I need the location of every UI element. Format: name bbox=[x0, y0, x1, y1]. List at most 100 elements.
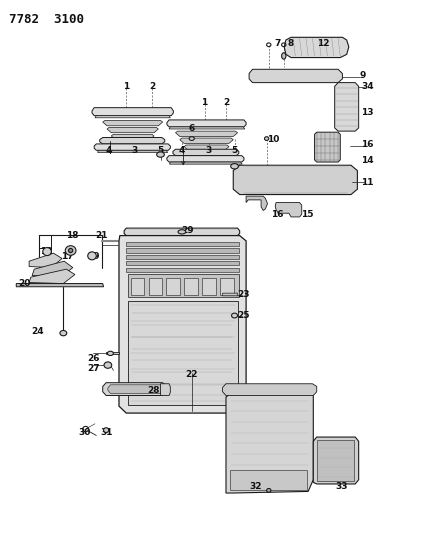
Polygon shape bbox=[103, 383, 167, 395]
Polygon shape bbox=[313, 437, 359, 484]
Text: 25: 25 bbox=[237, 311, 250, 320]
Polygon shape bbox=[249, 69, 342, 83]
Polygon shape bbox=[98, 150, 168, 152]
Ellipse shape bbox=[65, 246, 76, 255]
Text: 33: 33 bbox=[335, 482, 348, 490]
Text: 32: 32 bbox=[250, 482, 262, 490]
Polygon shape bbox=[128, 301, 238, 405]
Text: 2: 2 bbox=[149, 82, 155, 91]
Text: 24: 24 bbox=[31, 327, 44, 336]
Text: 8: 8 bbox=[287, 39, 293, 48]
Polygon shape bbox=[128, 274, 239, 297]
Text: 15: 15 bbox=[301, 210, 314, 219]
Text: 22: 22 bbox=[185, 370, 198, 378]
Polygon shape bbox=[108, 385, 163, 393]
Polygon shape bbox=[315, 132, 340, 162]
Text: 29: 29 bbox=[181, 226, 194, 235]
Ellipse shape bbox=[60, 330, 67, 336]
Ellipse shape bbox=[104, 427, 109, 433]
Text: 1: 1 bbox=[202, 98, 208, 107]
Polygon shape bbox=[126, 242, 239, 246]
Polygon shape bbox=[233, 165, 357, 195]
Polygon shape bbox=[92, 108, 173, 116]
Text: 13: 13 bbox=[361, 109, 374, 117]
Ellipse shape bbox=[68, 248, 73, 253]
Text: 19: 19 bbox=[40, 247, 53, 256]
Polygon shape bbox=[95, 116, 170, 118]
Ellipse shape bbox=[157, 152, 164, 157]
Polygon shape bbox=[124, 228, 240, 236]
Polygon shape bbox=[107, 127, 158, 133]
Polygon shape bbox=[202, 278, 216, 295]
Text: 17: 17 bbox=[61, 253, 74, 261]
Text: 19: 19 bbox=[87, 253, 100, 261]
Polygon shape bbox=[184, 145, 229, 150]
Polygon shape bbox=[126, 261, 239, 265]
Text: 20: 20 bbox=[19, 279, 31, 288]
Text: 12: 12 bbox=[317, 39, 330, 48]
Ellipse shape bbox=[178, 230, 186, 234]
Ellipse shape bbox=[43, 247, 51, 255]
Polygon shape bbox=[149, 278, 162, 295]
Polygon shape bbox=[226, 390, 313, 493]
Text: 3: 3 bbox=[132, 146, 138, 155]
Ellipse shape bbox=[232, 313, 238, 318]
Polygon shape bbox=[169, 127, 245, 129]
Polygon shape bbox=[169, 162, 242, 164]
Text: 1: 1 bbox=[123, 82, 129, 91]
Text: 7782  3100: 7782 3100 bbox=[9, 13, 83, 26]
Text: 5: 5 bbox=[232, 146, 238, 155]
Polygon shape bbox=[119, 236, 246, 413]
Text: 30: 30 bbox=[79, 429, 91, 437]
Text: 6: 6 bbox=[189, 125, 195, 133]
Text: 23: 23 bbox=[237, 290, 250, 298]
Polygon shape bbox=[184, 278, 198, 295]
Text: 21: 21 bbox=[95, 231, 108, 240]
Ellipse shape bbox=[231, 164, 238, 169]
Polygon shape bbox=[100, 138, 165, 144]
Text: 9: 9 bbox=[360, 71, 366, 80]
Ellipse shape bbox=[267, 488, 271, 492]
Text: 14: 14 bbox=[361, 157, 374, 165]
Text: 7: 7 bbox=[274, 39, 280, 48]
Polygon shape bbox=[166, 278, 180, 295]
Text: 16: 16 bbox=[271, 210, 284, 219]
Polygon shape bbox=[126, 268, 239, 272]
Text: 2: 2 bbox=[223, 98, 229, 107]
Polygon shape bbox=[180, 138, 233, 143]
Polygon shape bbox=[131, 278, 144, 295]
Polygon shape bbox=[16, 284, 104, 287]
Text: 34: 34 bbox=[361, 82, 374, 91]
Polygon shape bbox=[317, 440, 354, 481]
Text: 10: 10 bbox=[267, 135, 279, 144]
Polygon shape bbox=[160, 384, 170, 395]
Polygon shape bbox=[32, 261, 73, 276]
Polygon shape bbox=[284, 37, 349, 58]
Ellipse shape bbox=[107, 351, 113, 356]
Text: 11: 11 bbox=[361, 178, 374, 187]
Polygon shape bbox=[106, 352, 119, 354]
Polygon shape bbox=[173, 149, 239, 156]
Ellipse shape bbox=[282, 53, 286, 59]
Polygon shape bbox=[246, 196, 268, 211]
Polygon shape bbox=[220, 278, 234, 295]
Polygon shape bbox=[175, 131, 238, 136]
Polygon shape bbox=[230, 470, 307, 490]
Text: 4: 4 bbox=[106, 146, 112, 155]
Text: 27: 27 bbox=[87, 365, 100, 373]
Polygon shape bbox=[167, 120, 246, 127]
Polygon shape bbox=[111, 134, 154, 140]
Polygon shape bbox=[94, 144, 170, 150]
Ellipse shape bbox=[104, 362, 112, 368]
Polygon shape bbox=[223, 293, 238, 296]
Text: 16: 16 bbox=[361, 141, 374, 149]
Polygon shape bbox=[223, 384, 317, 395]
Polygon shape bbox=[29, 253, 62, 268]
Ellipse shape bbox=[189, 136, 194, 140]
Ellipse shape bbox=[88, 252, 96, 260]
Text: 26: 26 bbox=[87, 354, 100, 362]
Polygon shape bbox=[275, 203, 302, 217]
Polygon shape bbox=[103, 120, 163, 126]
Text: 18: 18 bbox=[65, 231, 78, 240]
Text: 3: 3 bbox=[206, 146, 212, 155]
